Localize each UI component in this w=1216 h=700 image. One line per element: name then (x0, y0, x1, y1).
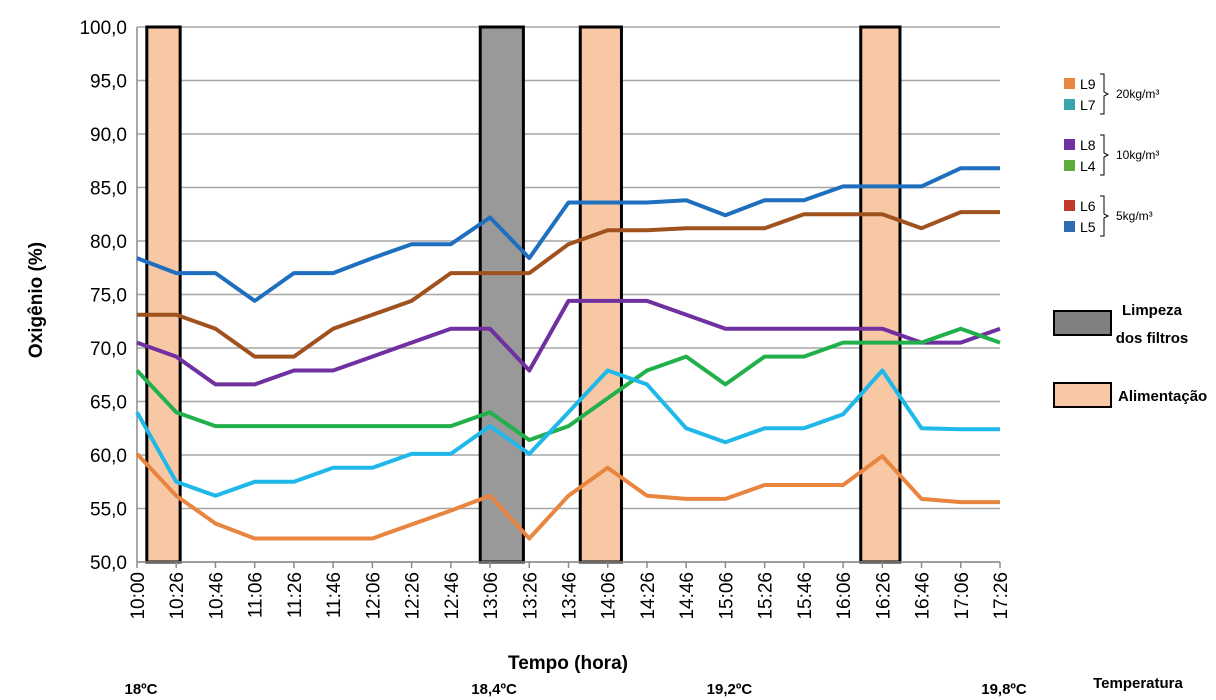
legend-swatch-l9 (1064, 78, 1075, 89)
x-tick-label: 12:06 (363, 572, 384, 620)
x-tick-label: 14:06 (599, 572, 620, 620)
legend-swatch-l5 (1064, 221, 1075, 232)
legend: L9 L7 20kg/m³ L8 L4 10kg/m³ L6 L5 5kg/m³ Limpeza d… (1053, 73, 1207, 408)
x-axis-title: Tempo (hora) (508, 653, 628, 674)
series-line-l4 (135, 326, 1001, 442)
legend-bracket (1100, 195, 1110, 237)
x-tick-label: 10:00 (128, 572, 149, 620)
x-tick-label: 10:46 (206, 572, 227, 620)
y-tick-label: 65,0 (90, 393, 127, 414)
temperature-title: Temperatura (1093, 675, 1183, 692)
legend-label-cleaning-line1: Limpeza (1122, 302, 1183, 319)
legend-group-label: 5kg/m³ (1116, 209, 1153, 223)
legend-label-l5: L5 (1080, 219, 1096, 235)
legend-label-l6: L6 (1080, 198, 1096, 214)
x-tick-label: 16:06 (834, 572, 855, 620)
x-tick-label: 15:06 (716, 572, 737, 620)
legend-label-cleaning-line2: dos filtros (1116, 330, 1189, 347)
x-tick-label: 14:46 (677, 572, 698, 620)
temperature-label: 18ºC (125, 681, 158, 698)
y-tick-label: 70,0 (90, 339, 127, 360)
series-line-l5 (136, 166, 1000, 303)
legend-group-label: 20kg/m³ (1116, 87, 1159, 101)
y-tick-label: 60,0 (90, 446, 127, 467)
x-tick-label: 14:26 (638, 572, 659, 620)
x-tick-label: 17:06 (952, 572, 973, 620)
legend-bracket (1100, 134, 1110, 176)
y-tick-labels: 50,0 55,0 60,0 65,0 70,0 75,0 80,0 85,0 90,0 95,0… (79, 18, 127, 574)
x-tick-label: 17:26 (991, 572, 1012, 620)
series-line-l9 (135, 452, 1000, 541)
legend-swatch-l6 (1064, 200, 1075, 211)
series-line-l6 (137, 210, 1000, 359)
y-tick-label: 55,0 (90, 500, 127, 521)
temperature-label: 19,8ºC (981, 681, 1027, 698)
x-tick-label: 16:26 (873, 572, 894, 620)
axes (136, 27, 1001, 568)
x-tick-label: 11:26 (285, 572, 306, 618)
highlight-bands (145, 25, 902, 564)
legend-group-label: 10kg/m³ (1116, 148, 1159, 162)
series-lines (135, 166, 1001, 541)
x-tick-labels: 10:00 10:26 10:46 11:06 11:26 11:46 12:06 12:26… (128, 572, 1012, 620)
legend-bracket (1100, 73, 1110, 115)
y-tick-label: 50,0 (90, 553, 127, 574)
filter-cleaning-band (478, 25, 525, 564)
x-tick-label: 13:26 (520, 572, 541, 620)
x-tick-label: 16:46 (913, 572, 934, 620)
legend-label-l4: L4 (1080, 158, 1096, 174)
y-axis-title: Oxigênio (%) (26, 242, 47, 358)
grid-lines (137, 26, 1000, 563)
y-tick-label: 80,0 (90, 232, 127, 253)
legend-label-feeding: Alimentação (1118, 388, 1207, 405)
y-tick-label: 95,0 (90, 72, 127, 93)
y-tick-label: 90,0 (90, 125, 127, 146)
y-tick-label: 75,0 (90, 286, 127, 307)
feeding-band (859, 25, 902, 564)
legend-label-l7: L7 (1080, 97, 1096, 113)
temperature-label: 19,2ºC (707, 681, 753, 698)
temperature-label: 18,4ºC (471, 681, 517, 698)
x-tick-label: 11:06 (246, 572, 267, 618)
x-tick-label: 12:46 (442, 572, 463, 620)
y-tick-label: 100,0 (79, 18, 127, 39)
x-tick-label: 11:46 (324, 572, 345, 618)
legend-swatch-l8 (1064, 139, 1075, 150)
x-tick-label: 10:26 (167, 572, 188, 620)
legend-swatch-cleaning (1053, 310, 1112, 336)
series-line-l7 (135, 368, 1000, 498)
x-tick-label: 15:26 (756, 572, 777, 620)
x-tick-label: 15:46 (795, 572, 816, 620)
x-tick-label: 13:46 (560, 572, 581, 620)
x-tick-label: 13:06 (481, 572, 502, 620)
legend-swatch-l7 (1064, 99, 1075, 110)
y-tick-label: 85,0 (90, 179, 127, 200)
legend-swatch-l4 (1064, 160, 1075, 171)
legend-label-l9: L9 (1080, 76, 1096, 92)
series-line-l8 (136, 298, 1001, 387)
temperature-labels: 18ºC 18,4ºC 19,2ºC 19,8ºC Temperatura (125, 675, 1184, 698)
legend-swatch-feeding (1053, 382, 1112, 408)
legend-label-l8: L8 (1080, 137, 1096, 153)
x-tick-label: 12:26 (403, 572, 424, 620)
